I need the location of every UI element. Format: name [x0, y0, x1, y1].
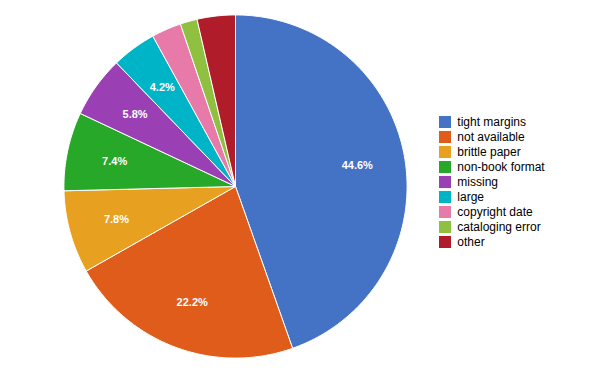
svg-text:4.2%: 4.2%: [150, 80, 175, 92]
svg-text:22.2%: 22.2%: [177, 295, 208, 307]
svg-text:7.4%: 7.4%: [102, 154, 127, 166]
html-text:missing: missing: [457, 175, 498, 189]
html-text:tight margins: tight margins: [457, 115, 526, 129]
html-text:brittle paper: brittle paper: [457, 145, 521, 159]
html-text:cataloging error: cataloging error: [457, 220, 541, 234]
html-text:non-book format: non-book format: [457, 160, 545, 174]
svg-text:7.8%: 7.8%: [104, 212, 129, 224]
html-text:not available: not available: [457, 130, 525, 144]
html-text:other: other: [457, 235, 485, 249]
svg-text:5.8%: 5.8%: [123, 108, 148, 120]
html-text:copyright date: copyright date: [457, 205, 533, 219]
html-text:large: large: [457, 190, 484, 204]
svg-text:44.6%: 44.6%: [342, 159, 373, 171]
